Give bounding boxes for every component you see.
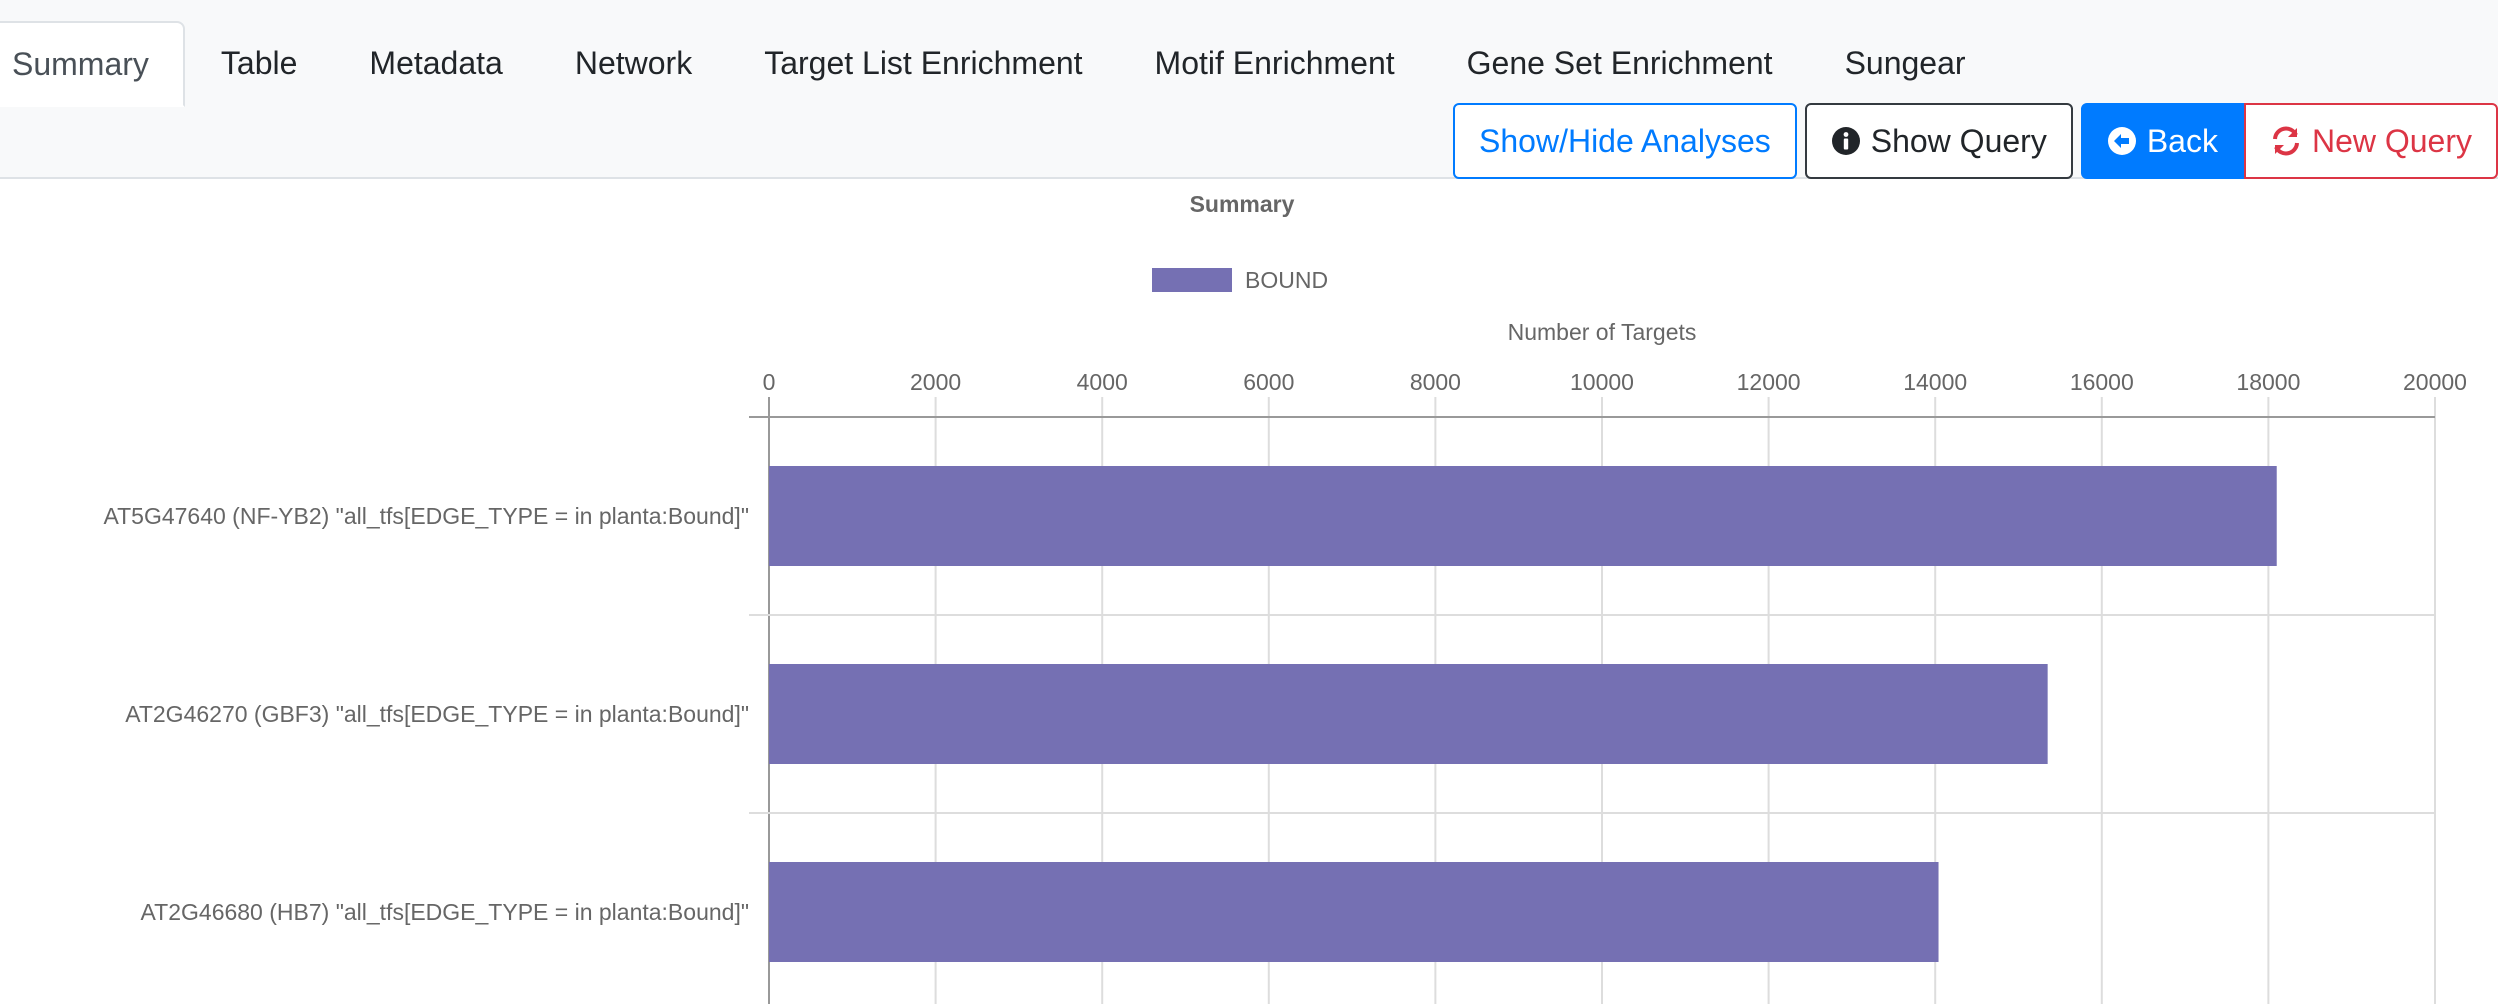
new-query-button[interactable]: New Query — [2243, 103, 2498, 179]
bar — [769, 664, 2048, 764]
x-tick-label: 6000 — [1243, 369, 1294, 395]
x-tick-label: 16000 — [2070, 369, 2134, 395]
category-label: AT5G47640 (NF-YB2) "all_tfs[EDGE_TYPE = … — [103, 503, 749, 529]
tab-gene-set-enrichment[interactable]: Gene Set Enrichment — [1466, 44, 1773, 81]
tab-network[interactable]: Network — [574, 44, 693, 81]
legend-swatch — [1152, 268, 1232, 292]
x-axis-title: Number of Targets — [1508, 319, 1697, 345]
analysis-toolbar: Summary Table Metadata Network Target Li… — [0, 0, 2498, 179]
bar — [769, 466, 2277, 566]
summary-bar-chart: Summary BOUND Number of Targets 0 2000 400… — [103, 191, 2467, 1004]
x-tick-label: 18000 — [2236, 369, 2300, 395]
show-query-label: Show Query — [1870, 122, 2047, 159]
arrow-circle-left-icon — [2107, 127, 2136, 155]
tab-motif-enrichment[interactable]: Motif Enrichment — [1154, 44, 1395, 81]
x-tick-label: 4000 — [1077, 369, 1128, 395]
tab-sungear[interactable]: Sungear — [1844, 44, 1966, 81]
action-buttons: Show/Hide Analyses Show Query Back — [1453, 103, 2498, 179]
x-tick-label: 20000 — [2403, 369, 2467, 395]
category-label: AT2G46270 (GBF3) "all_tfs[EDGE_TYPE = in… — [125, 701, 749, 727]
chart-title: Summary — [1190, 191, 1295, 217]
refresh-icon — [2272, 126, 2299, 156]
tab-table[interactable]: Table — [220, 44, 298, 81]
show-hide-analyses-button[interactable]: Show/Hide Analyses — [1453, 103, 1797, 179]
x-tick-label: 10000 — [1570, 369, 1634, 395]
info-circle-icon — [1831, 127, 1860, 155]
back-label: Back — [2146, 122, 2218, 159]
x-tick-label: 14000 — [1903, 369, 1967, 395]
tab-target-list-enrichment[interactable]: Target List Enrichment — [764, 44, 1083, 81]
x-tick-label: 12000 — [1737, 369, 1801, 395]
show-query-button[interactable]: Show Query — [1804, 103, 2073, 179]
x-tick-label: 8000 — [1410, 369, 1461, 395]
tab-summary[interactable]: Summary — [0, 21, 185, 107]
show-hide-analyses-label: Show/Hide Analyses — [1479, 122, 1771, 159]
legend-label: BOUND — [1245, 267, 1328, 293]
x-tick-label: 0 — [763, 369, 776, 395]
bar — [769, 862, 1939, 962]
x-tick-label: 2000 — [910, 369, 961, 395]
tab-metadata[interactable]: Metadata — [369, 44, 503, 81]
back-button[interactable]: Back — [2080, 103, 2244, 179]
category-label: AT2G46680 (HB7) "all_tfs[EDGE_TYPE = in … — [141, 899, 749, 925]
analysis-tabs: Summary Table Metadata Network Target Li… — [0, 21, 2002, 107]
new-query-label: New Query — [2311, 122, 2472, 159]
